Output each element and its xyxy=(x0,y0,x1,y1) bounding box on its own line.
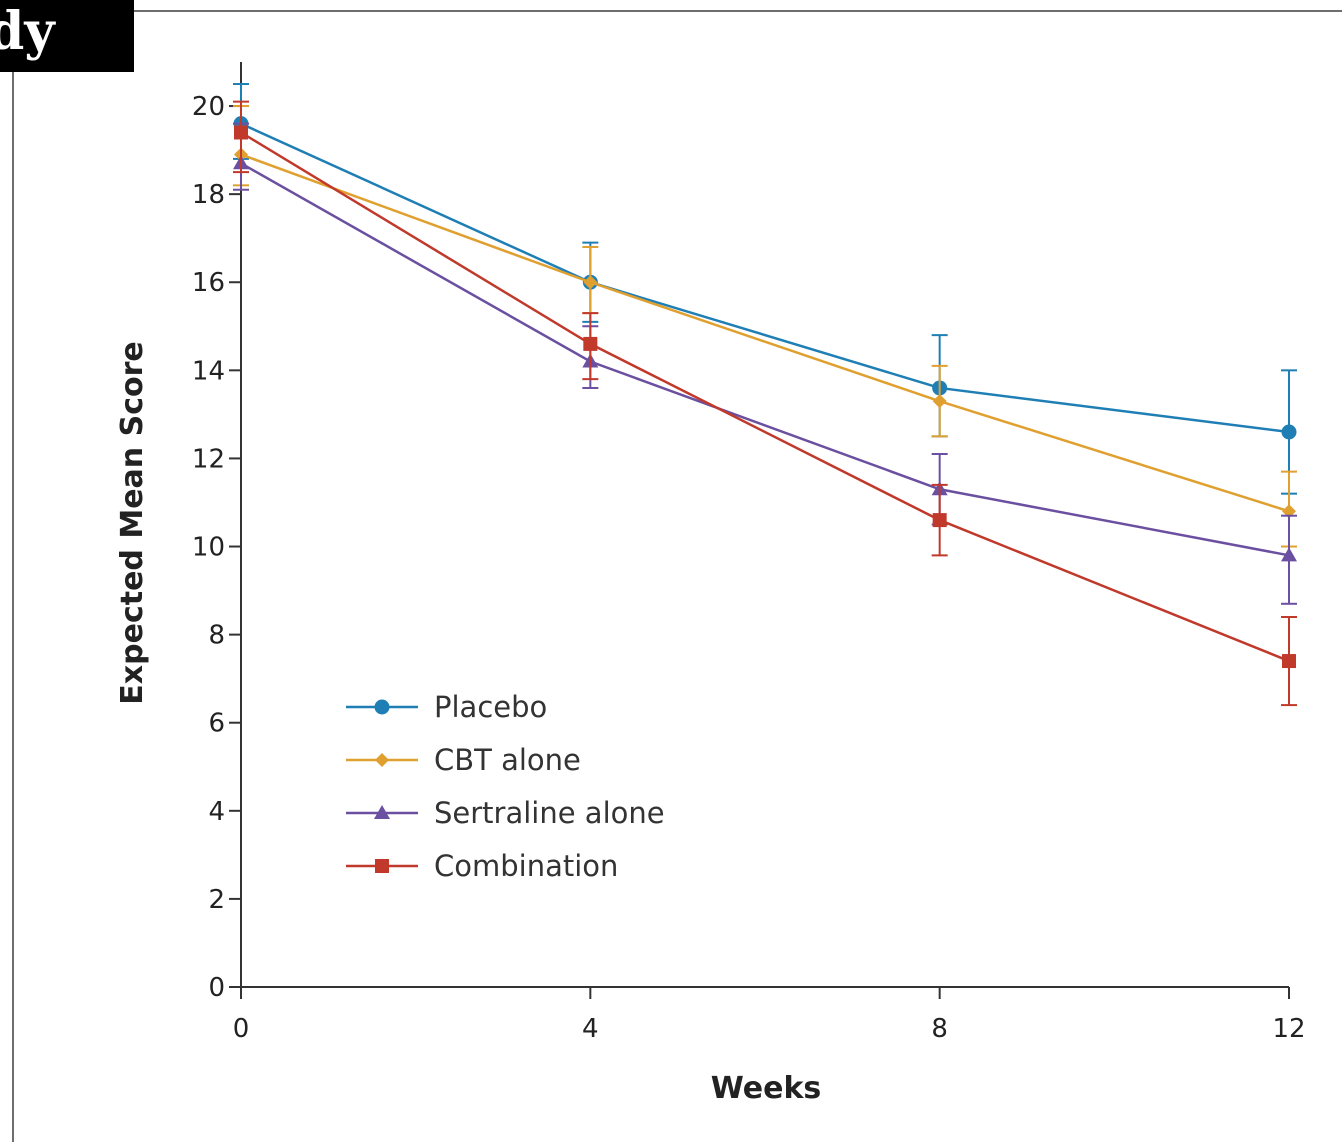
y-tick-label: 14 xyxy=(192,356,225,386)
data-point-combination xyxy=(1282,654,1296,669)
legend-label: Combination xyxy=(434,849,618,883)
y-tick-label: 10 xyxy=(192,533,225,563)
y-tick-label: 6 xyxy=(208,709,225,739)
series-line-placebo xyxy=(240,122,1290,434)
legend-label: Sertraline alone xyxy=(434,796,665,830)
legend-item-placebo: Placebo xyxy=(346,690,547,724)
legend-item-cbt-alone: CBT alone xyxy=(346,743,581,777)
x-axis-title: Weeks xyxy=(711,1071,822,1106)
data-point-cbt-alone xyxy=(583,275,598,290)
legend-item-combination: Combination xyxy=(346,849,618,883)
x-tick-label: 8 xyxy=(931,1014,948,1044)
x-tick-label: 12 xyxy=(1272,1014,1305,1044)
series-layer xyxy=(233,83,1297,707)
legend-label: Placebo xyxy=(434,690,547,724)
corner-label: dy xyxy=(0,0,134,72)
y-tick-label: 18 xyxy=(192,180,225,210)
y-tick-label: 0 xyxy=(208,973,225,1003)
data-point-sertraline-alone xyxy=(1281,547,1297,562)
legend-marker xyxy=(374,699,390,715)
legend-marker xyxy=(375,859,389,873)
axes: 0 2 4 6 8 10 12 14 16 18 20 0 4 8 12 xyxy=(192,62,1306,1044)
y-tick-label: 16 xyxy=(192,268,225,298)
data-point-cbt-alone xyxy=(932,394,947,409)
y-axis-title: Expected Mean Score xyxy=(115,341,150,704)
y-tick-label: 12 xyxy=(192,444,225,474)
x-tick-label: 4 xyxy=(582,1014,599,1044)
y-tick-label: 8 xyxy=(208,621,225,651)
figure-border-top xyxy=(14,10,1342,12)
data-point-combination xyxy=(932,513,947,528)
x-tick-label: 0 xyxy=(233,1014,250,1044)
legend-label: CBT alone xyxy=(434,743,581,777)
series-line-cbt-alone xyxy=(240,153,1290,513)
series-combination xyxy=(233,100,1297,707)
series-cbt-alone xyxy=(233,105,1297,548)
y-tick-label: 20 xyxy=(192,92,225,122)
series-line-sertraline-alone xyxy=(240,162,1290,557)
series-sertraline-alone xyxy=(233,122,1297,605)
figure-border-left xyxy=(12,10,14,1142)
legend: Placebo CBT alone Sertraline alone Combinat… xyxy=(346,690,665,883)
y-tick-label: 2 xyxy=(208,885,225,915)
legend-item-sertraline-alone: Sertraline alone xyxy=(346,796,665,830)
y-tick-label: 4 xyxy=(208,797,225,827)
legend-marker xyxy=(374,805,390,819)
data-point-placebo xyxy=(1281,424,1297,440)
data-point-combination xyxy=(583,336,598,351)
data-point-combination xyxy=(234,125,248,140)
legend-marker xyxy=(375,753,389,767)
series-line-combination xyxy=(240,131,1290,663)
